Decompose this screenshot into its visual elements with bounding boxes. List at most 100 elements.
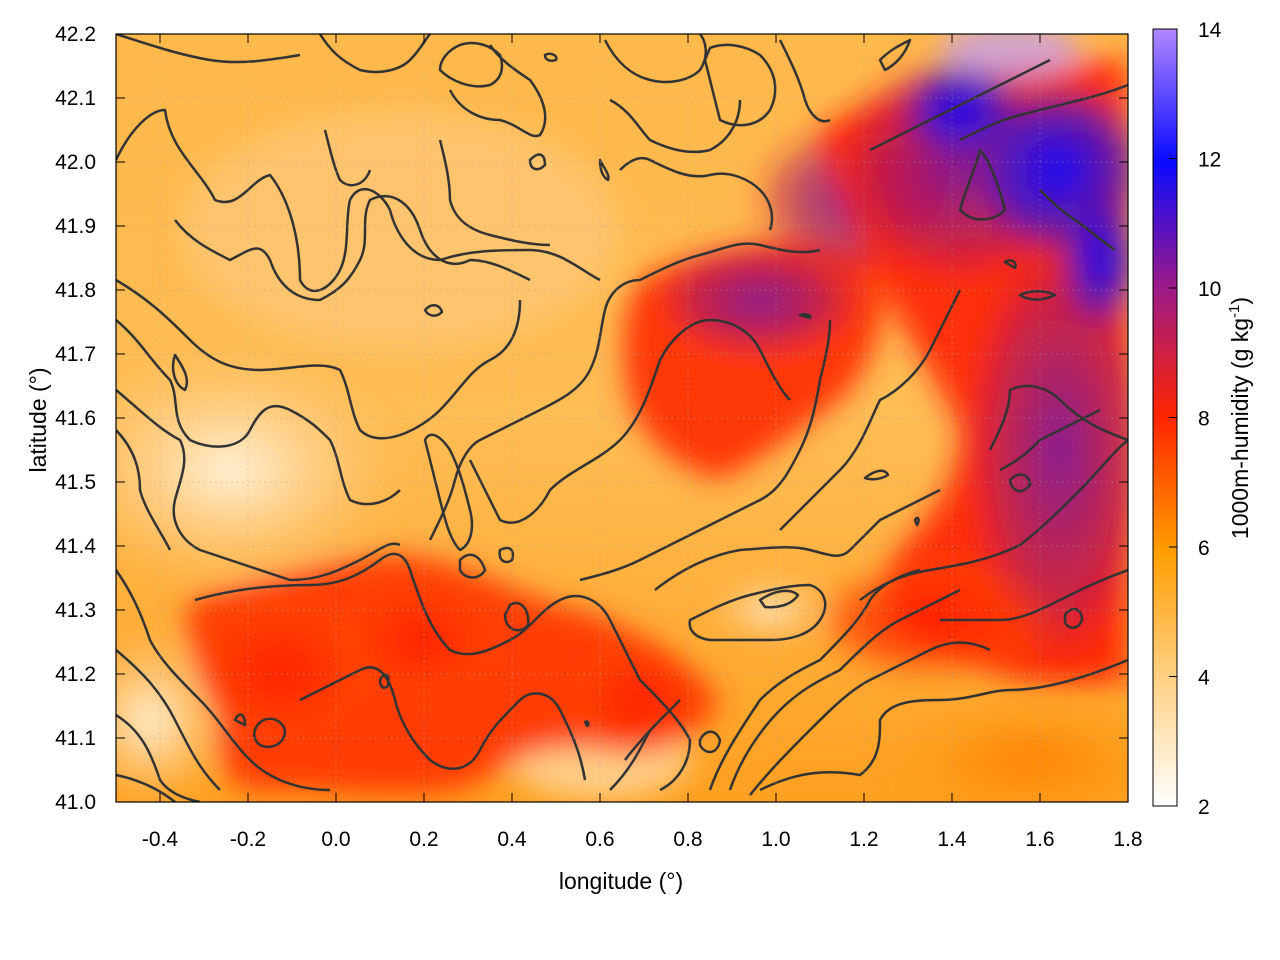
contour-line bbox=[698, 730, 722, 754]
x-tick-label: 0.2 bbox=[409, 828, 438, 851]
contour-line bbox=[708, 568, 921, 791]
contour-line bbox=[959, 83, 1128, 142]
contour-line bbox=[1008, 473, 1032, 493]
contour-line bbox=[116, 713, 201, 802]
contour-line bbox=[528, 153, 547, 171]
red-band-southeast bbox=[810, 560, 1050, 680]
contour-line bbox=[759, 658, 1128, 792]
contour-line bbox=[859, 439, 1128, 602]
y-tick-label: 42.0 bbox=[55, 151, 96, 174]
blue-core-east bbox=[1060, 190, 1128, 330]
violet-top-right bbox=[940, 34, 1080, 80]
contour-line bbox=[116, 34, 301, 64]
contour-line bbox=[624, 699, 681, 761]
y-tick-label: 41.0 bbox=[55, 791, 96, 814]
y-tick-label: 42.1 bbox=[55, 87, 96, 110]
contour-line bbox=[1063, 607, 1084, 629]
contour-line bbox=[728, 588, 961, 791]
contour-line bbox=[758, 589, 800, 609]
contour-line bbox=[609, 98, 742, 154]
y-tick-label: 41.4 bbox=[55, 535, 96, 558]
colorbar-tick-label: 2 bbox=[1198, 796, 1210, 819]
colorbar-tick-label: 12 bbox=[1198, 149, 1221, 172]
y-tick-label: 41.5 bbox=[55, 471, 96, 494]
x-tick-label: 0.4 bbox=[497, 828, 527, 851]
contour-line bbox=[194, 552, 692, 792]
x-tick-label: 1.2 bbox=[849, 828, 878, 851]
contour-line bbox=[458, 553, 487, 579]
contour-line bbox=[579, 319, 832, 582]
contour-line bbox=[958, 148, 1007, 221]
contour-line bbox=[116, 429, 172, 551]
colorbar-title-main: 1000m-humidity (g kg bbox=[1227, 318, 1253, 539]
contour-line bbox=[299, 666, 587, 781]
contour-line bbox=[438, 139, 551, 247]
y-tick-label: 41.7 bbox=[55, 343, 96, 366]
y-axis-ticks: 41.0 41.1 41.2 41.3 41.4 41.5 41.6 41.7 41.8 41.9… bbox=[55, 23, 1128, 814]
contour-line bbox=[619, 156, 774, 231]
contour-line bbox=[423, 304, 444, 317]
humidity-contours bbox=[116, 34, 1128, 802]
contour-line bbox=[863, 469, 890, 481]
pale-region-center bbox=[710, 580, 830, 640]
contour-line bbox=[116, 389, 401, 582]
contour-line bbox=[323, 129, 372, 187]
contour-line bbox=[798, 312, 812, 320]
x-axis-title: longitude (°) bbox=[559, 868, 683, 894]
contour-line bbox=[654, 488, 941, 591]
pale-region-west bbox=[116, 350, 400, 590]
contour-line bbox=[503, 601, 530, 632]
contour-line bbox=[778, 39, 831, 123]
purple-band-east bbox=[960, 220, 1128, 680]
x-tick-label: 1.4 bbox=[937, 828, 967, 851]
contour-line bbox=[448, 44, 547, 138]
y-tick-label: 42.2 bbox=[55, 23, 96, 46]
x-tick-label: 1.8 bbox=[1113, 828, 1142, 851]
contour-line bbox=[999, 408, 1101, 472]
plot-grid bbox=[116, 33, 1128, 803]
contour-line bbox=[116, 278, 522, 440]
contour-line bbox=[940, 568, 1128, 622]
contour-line bbox=[174, 195, 531, 302]
contour-line bbox=[543, 52, 558, 63]
x-tick-label: -0.4 bbox=[142, 828, 179, 851]
blue-core-northeast-2 bbox=[900, 60, 1020, 160]
x-tick-label: 0.8 bbox=[673, 828, 702, 851]
contour-line bbox=[583, 720, 590, 728]
y-axis-title: latitude (°) bbox=[25, 367, 51, 472]
contour-line bbox=[609, 729, 652, 791]
colorbar-tick-label: 10 bbox=[1198, 278, 1221, 301]
x-tick-label: 0.0 bbox=[321, 828, 350, 851]
colorbar-tick-label: 6 bbox=[1198, 537, 1210, 560]
y-tick-label: 41.8 bbox=[55, 279, 96, 302]
x-tick-label: 0.6 bbox=[585, 828, 614, 851]
y-tick-label: 41.9 bbox=[55, 215, 96, 238]
contour-line bbox=[913, 516, 920, 527]
y-tick-label: 41.6 bbox=[55, 407, 96, 430]
x-tick-label: 1.6 bbox=[1025, 828, 1054, 851]
contour-line bbox=[116, 108, 601, 292]
orange-south bbox=[890, 700, 1128, 802]
contour-line bbox=[116, 773, 176, 802]
contour-line bbox=[423, 433, 474, 552]
y-tick-label: 41.1 bbox=[55, 727, 96, 750]
colorbar-ticks: 2 4 6 8 10 12 14 bbox=[1169, 19, 1222, 819]
contour-line bbox=[116, 569, 331, 792]
colorbar-tick-label: 14 bbox=[1198, 19, 1222, 42]
colorbar-title-tail: ) bbox=[1227, 297, 1253, 305]
colorbar-tick-label: 4 bbox=[1198, 667, 1210, 690]
contour-line bbox=[498, 546, 515, 564]
contour-line bbox=[603, 34, 707, 84]
contour-line bbox=[318, 34, 431, 74]
colorbar-title: 1000m-humidity (g kg-1) bbox=[1226, 297, 1253, 539]
contour-line bbox=[703, 43, 777, 127]
contour-line bbox=[598, 158, 610, 182]
pale-region-north bbox=[180, 110, 620, 350]
red-core-south bbox=[570, 640, 710, 760]
x-axis-ticks: -0.4 -0.2 0.0 0.2 0.4 0.6 0.8 1.0 1.2 1.4 1.6 1.8 bbox=[142, 34, 1143, 851]
contour-line bbox=[869, 58, 1051, 152]
contour-line bbox=[468, 318, 791, 524]
contour-line bbox=[688, 583, 827, 642]
contour-line bbox=[749, 641, 991, 796]
